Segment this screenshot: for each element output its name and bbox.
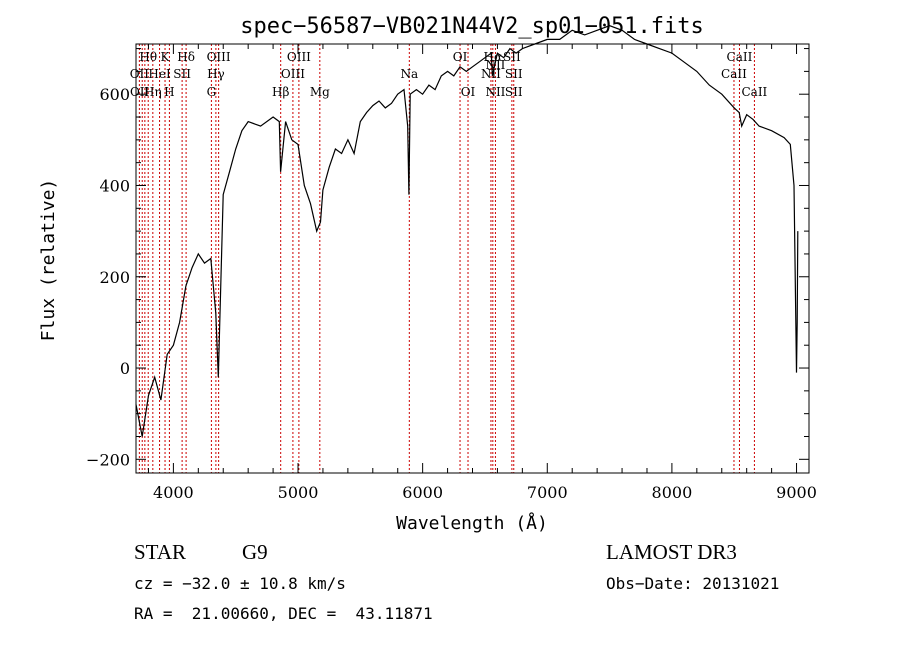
line-label: NII xyxy=(481,67,501,81)
x-tick-label: 6000 xyxy=(402,483,443,502)
line-label: OIII xyxy=(281,67,305,81)
line-label: CaII xyxy=(741,85,767,99)
y-tick-label: 400 xyxy=(99,176,130,195)
spectral-lines xyxy=(138,44,755,473)
line-label: H xyxy=(164,85,174,99)
x-tick-label: 7000 xyxy=(527,483,568,502)
line-label: OI xyxy=(461,85,476,99)
line-label: HeI xyxy=(148,67,171,81)
line-label: NII xyxy=(485,85,505,99)
obs-date: Obs−Date: 20131021 xyxy=(606,574,780,593)
spectrum-series xyxy=(135,25,799,437)
x-axis-label: Wavelength (Å) xyxy=(396,512,548,534)
line-label: K xyxy=(161,50,171,64)
line-label: Hβ xyxy=(272,85,289,99)
coordinates: RA = 21.00660, DEC = 43.11871 xyxy=(134,604,433,623)
line-label: OIII xyxy=(287,50,311,64)
line-label: OII xyxy=(130,67,150,81)
x-tick-label: 8000 xyxy=(652,483,693,502)
line-label: Hη xyxy=(144,85,162,99)
y-axis-label: Flux (relative) xyxy=(38,179,59,342)
survey-name: LAMOST DR3 xyxy=(606,540,737,564)
line-label: Hδ xyxy=(177,50,195,64)
line-label: NII xyxy=(485,58,505,72)
y-tick-label: −200 xyxy=(86,450,130,469)
object-type: STAR xyxy=(134,540,186,564)
x-tick-label: 9000 xyxy=(776,483,817,502)
x-tick-label: 5000 xyxy=(278,483,319,502)
redshift-readout: cz = −32.0 ± 10.8 km/s xyxy=(134,574,346,593)
y-tick-label: 200 xyxy=(99,268,130,287)
line-label: SII xyxy=(505,85,523,99)
y-tick-label: 600 xyxy=(99,85,130,104)
x-tick-label: 4000 xyxy=(153,483,194,502)
y-tick-label: 0 xyxy=(120,359,130,378)
line-label: SII xyxy=(505,67,523,81)
line-label: OIII xyxy=(207,50,231,64)
axis-ticks: 4000 5000 6000 7000 8000 9000 −200 0 200 400 600 xyxy=(86,44,817,502)
object-subclass: G9 xyxy=(242,540,268,564)
plot-frame xyxy=(135,43,810,474)
line-label: Mg xyxy=(310,85,330,99)
line-label: Hγ xyxy=(207,67,225,81)
line-label: SII xyxy=(173,67,191,81)
line-label: Hθ xyxy=(139,50,157,64)
line-label: CaII xyxy=(721,67,747,81)
line-label: OII xyxy=(130,85,150,99)
chart-title: spec−56587−VB021N44V2_sp01−051.fits xyxy=(240,14,704,39)
line-label: OI xyxy=(453,50,468,64)
line-label: Na xyxy=(400,67,418,81)
line-label: G xyxy=(207,85,217,99)
line-label: CaII xyxy=(727,50,753,64)
